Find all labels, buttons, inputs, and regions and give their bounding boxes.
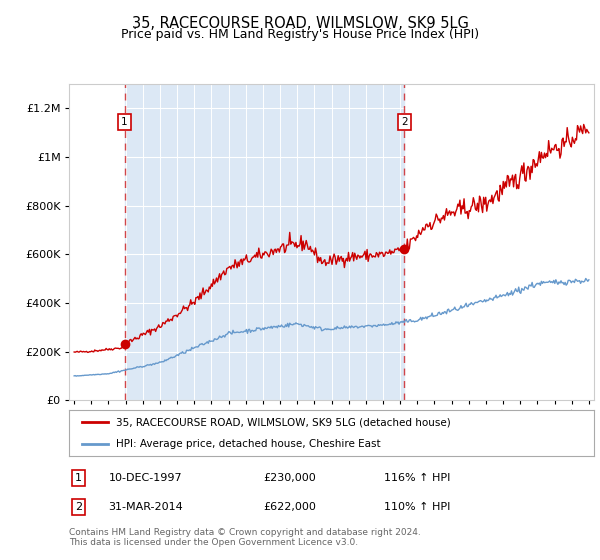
Text: 2: 2 — [401, 117, 408, 127]
Text: 1: 1 — [75, 473, 82, 483]
Text: 35, RACECOURSE ROAD, WILMSLOW, SK9 5LG: 35, RACECOURSE ROAD, WILMSLOW, SK9 5LG — [131, 16, 469, 31]
Text: £230,000: £230,000 — [263, 473, 316, 483]
Text: 1: 1 — [121, 117, 128, 127]
Text: HPI: Average price, detached house, Cheshire East: HPI: Average price, detached house, Ches… — [116, 438, 381, 449]
Text: 31-MAR-2014: 31-MAR-2014 — [109, 502, 183, 512]
Text: Price paid vs. HM Land Registry's House Price Index (HPI): Price paid vs. HM Land Registry's House … — [121, 28, 479, 41]
Text: £622,000: £622,000 — [263, 502, 316, 512]
Bar — [125, 84, 404, 400]
Text: 2: 2 — [75, 502, 82, 512]
Text: 10-DEC-1997: 10-DEC-1997 — [109, 473, 182, 483]
Text: 110% ↑ HPI: 110% ↑ HPI — [384, 502, 451, 512]
Text: 35, RACECOURSE ROAD, WILMSLOW, SK9 5LG (detached house): 35, RACECOURSE ROAD, WILMSLOW, SK9 5LG (… — [116, 417, 451, 427]
Text: Contains HM Land Registry data © Crown copyright and database right 2024.
This d: Contains HM Land Registry data © Crown c… — [69, 528, 421, 547]
Text: 116% ↑ HPI: 116% ↑ HPI — [384, 473, 451, 483]
